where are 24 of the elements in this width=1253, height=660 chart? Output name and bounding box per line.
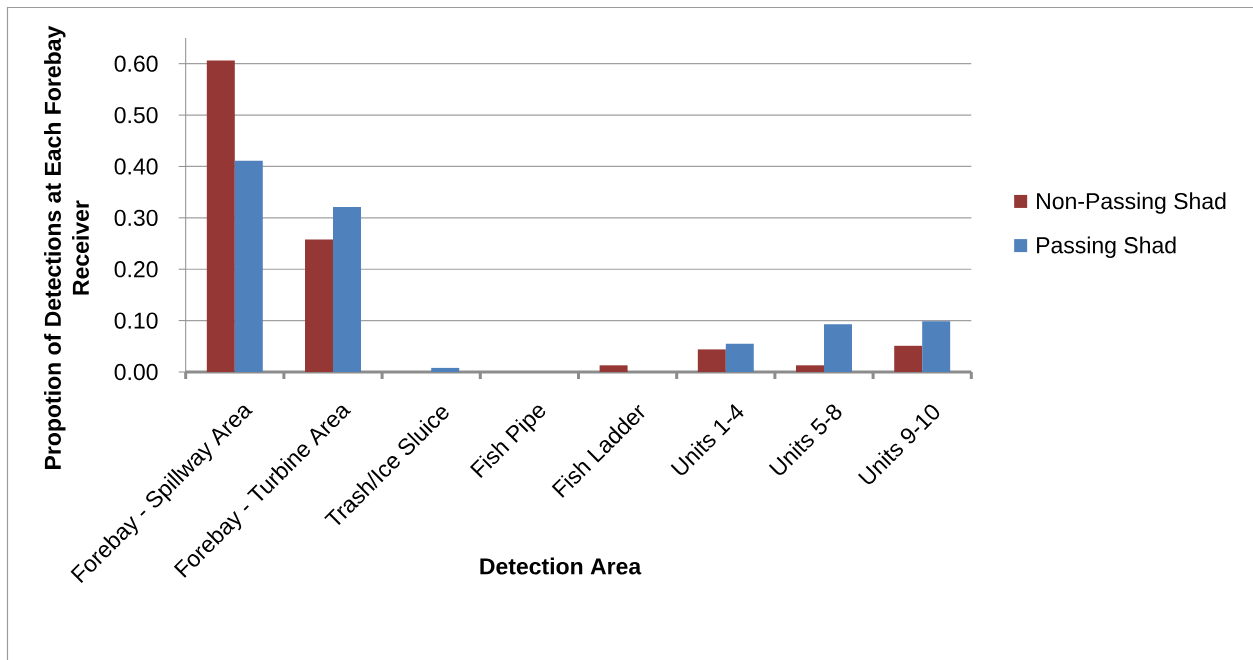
- bar: [697, 349, 726, 372]
- x-axis-title: Detection Area: [480, 557, 642, 575]
- y-tick-label: 0.50: [114, 106, 158, 124]
- x-tick-label: Fish Pipe: [469, 405, 546, 479]
- y-tick-label: 0.10: [114, 312, 158, 329]
- bar: [894, 345, 923, 372]
- legend-label: Non-Passing Shad: [1037, 192, 1226, 214]
- y-tick-label: 0.60: [114, 55, 158, 72]
- y-tick-label: 0.20: [114, 261, 158, 278]
- y-axis-title: Propotion of Detections at Each Forebay Receiver: [44, 25, 89, 469]
- bar: [333, 207, 361, 372]
- bar: [206, 60, 235, 372]
- bar: [431, 367, 460, 372]
- bar: [305, 239, 333, 372]
- bar: [725, 343, 754, 372]
- bar: [234, 160, 263, 372]
- bar: [599, 365, 628, 372]
- bar: [796, 365, 824, 372]
- y-tick-label: 0.00: [114, 363, 158, 381]
- legend-label: Passing Shad: [1037, 236, 1176, 258]
- bar: [824, 324, 852, 372]
- bar: [922, 321, 951, 372]
- y-tick-label: 0.30: [114, 209, 158, 226]
- y-tick-label: 0.40: [114, 158, 158, 175]
